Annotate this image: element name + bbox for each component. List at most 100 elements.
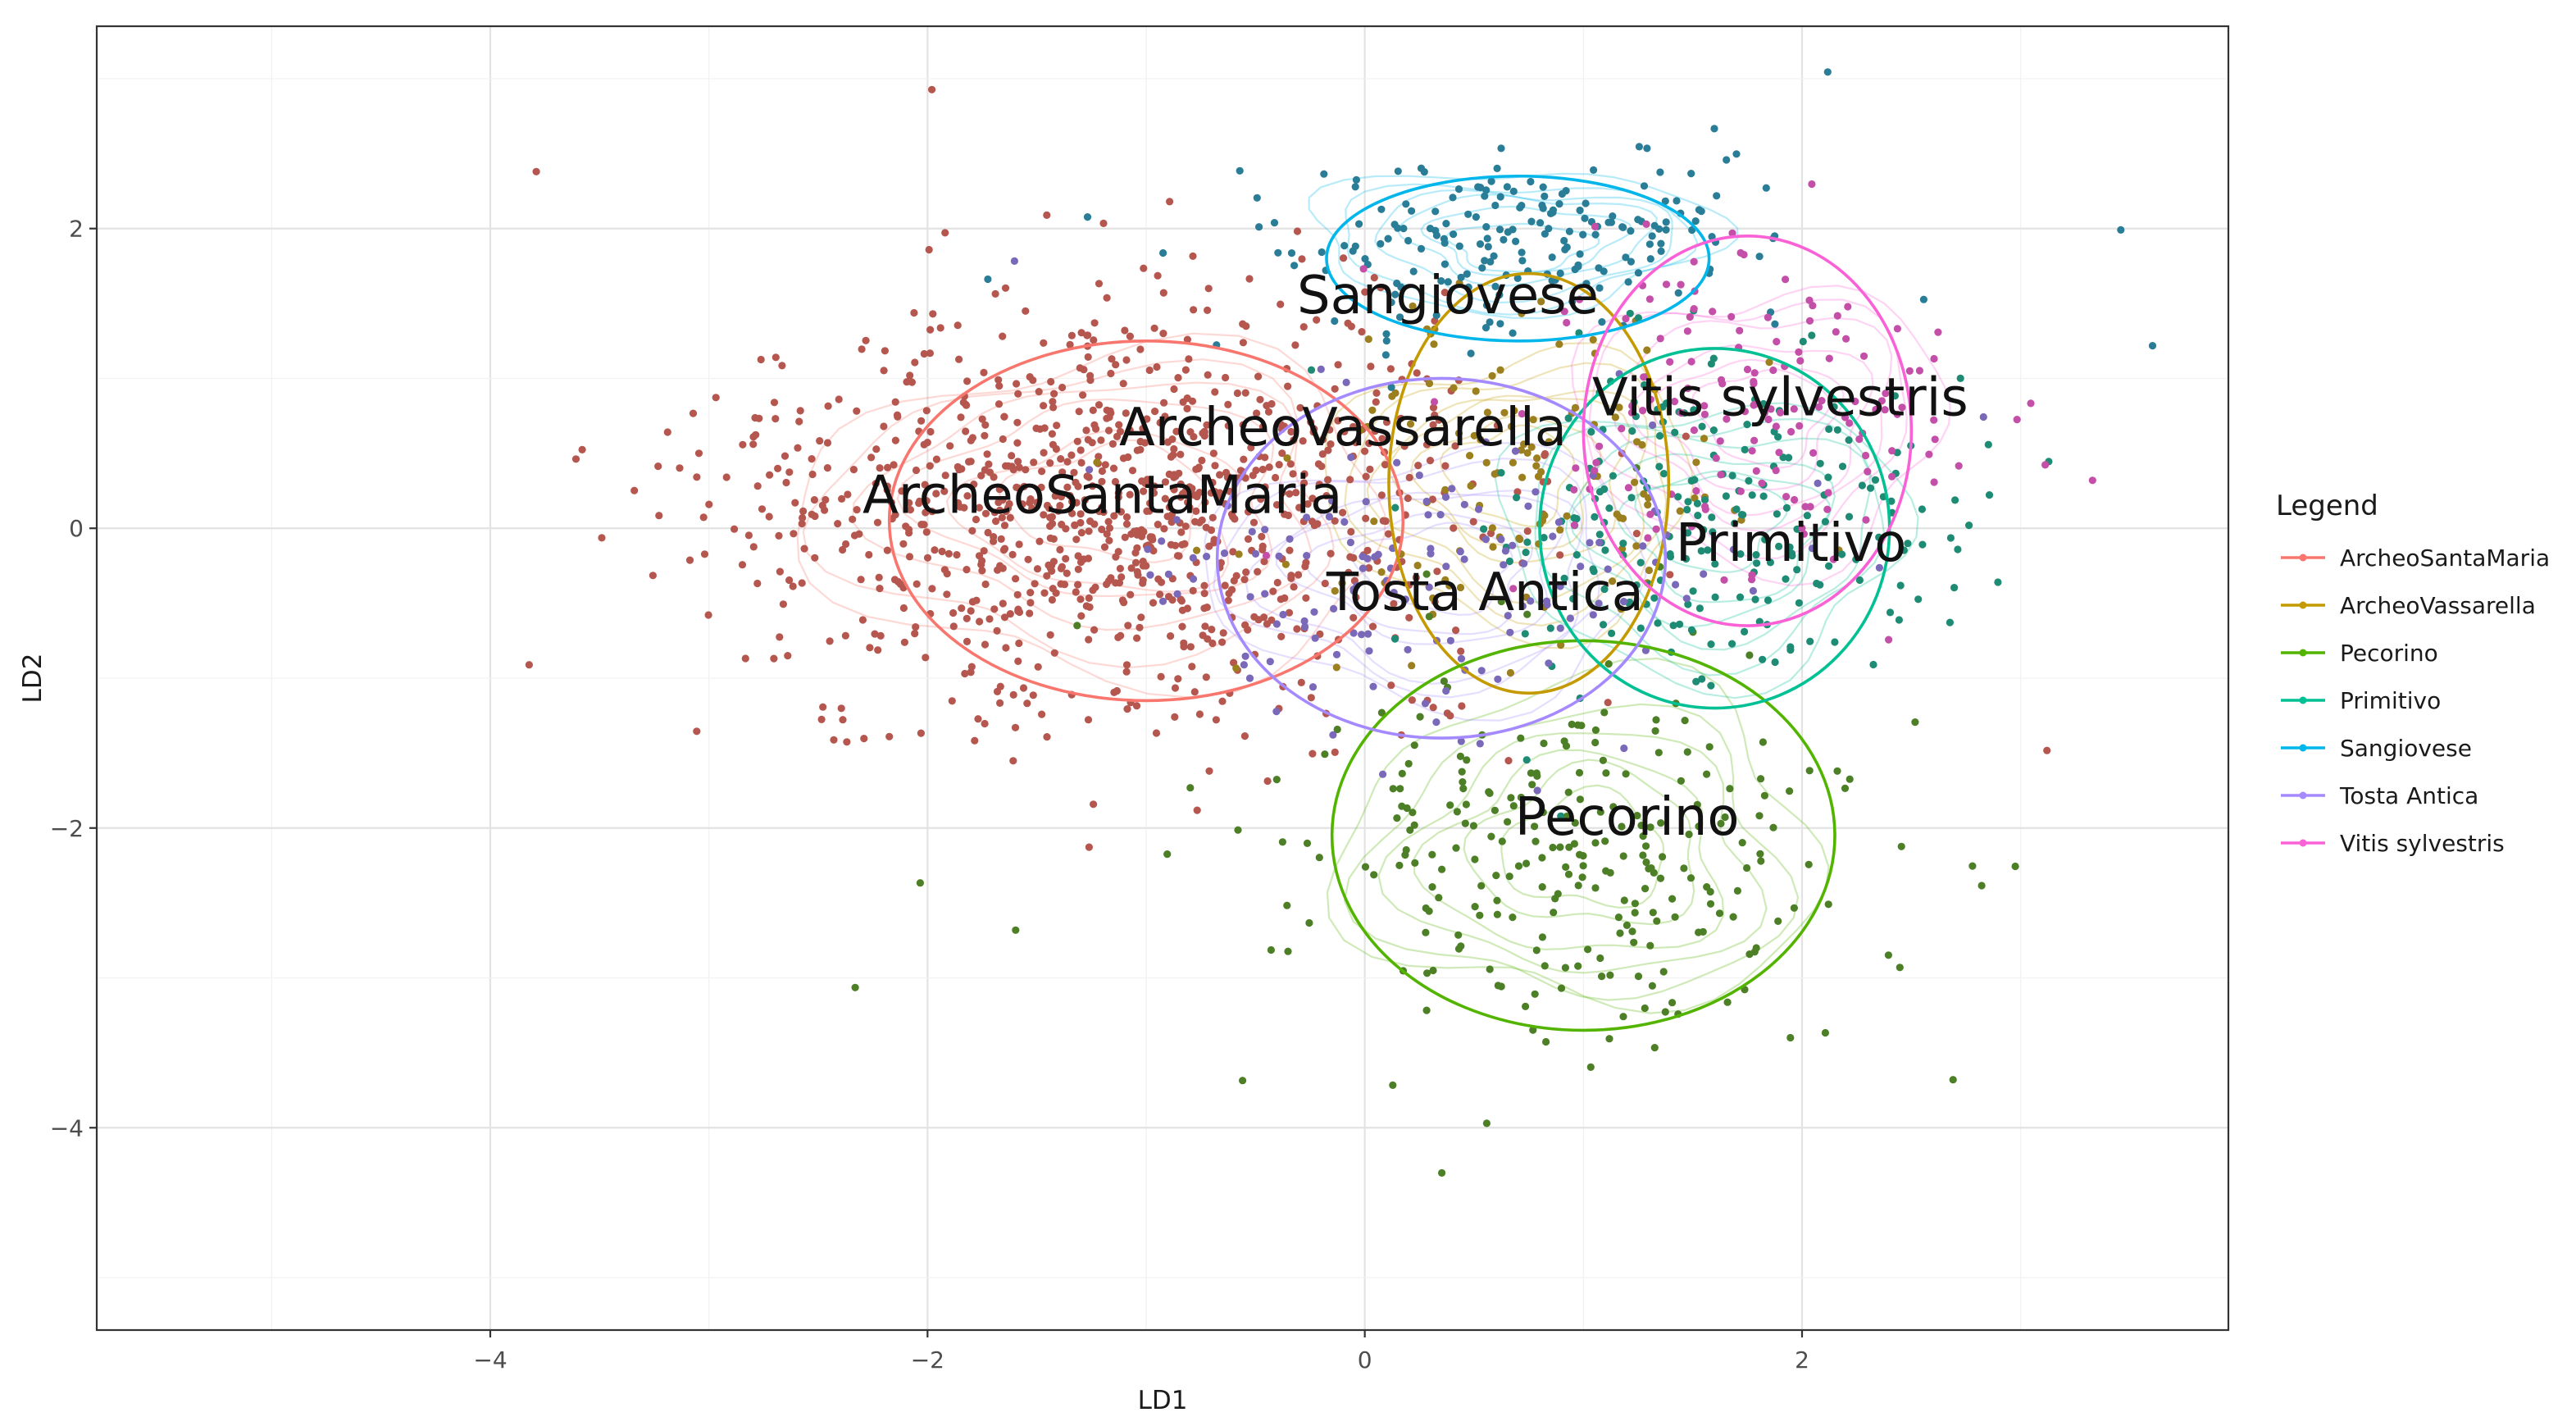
data-point — [1687, 358, 1695, 366]
data-point — [1083, 472, 1091, 481]
data-point — [1072, 499, 1081, 507]
data-point — [1644, 501, 1652, 509]
data-point — [1202, 673, 1210, 681]
data-point — [1218, 638, 1227, 646]
data-point — [790, 530, 798, 538]
data-point — [1591, 726, 1600, 735]
data-point — [1144, 545, 1152, 554]
data-point — [1349, 613, 1358, 622]
data-point — [962, 427, 970, 435]
data-point — [1757, 775, 1765, 783]
data-point — [953, 321, 962, 330]
data-point — [891, 511, 899, 519]
data-point — [1686, 312, 1694, 321]
data-point — [1579, 862, 1587, 870]
data-point — [1456, 548, 1464, 556]
data-point — [1698, 422, 1706, 431]
data-point — [1456, 752, 1464, 761]
data-point — [1697, 547, 1705, 555]
data-point — [1767, 405, 1775, 413]
data-point — [1918, 505, 1926, 513]
data-point — [1914, 595, 1923, 604]
data-point — [1077, 458, 1085, 467]
density-contour — [1377, 732, 1768, 974]
data-point — [1762, 184, 1770, 192]
data-point — [1420, 168, 1428, 176]
data-point — [1695, 604, 1704, 613]
data-point — [1406, 826, 1414, 834]
data-point — [1393, 458, 1401, 467]
data-point — [1205, 767, 1213, 775]
data-point — [1884, 951, 1892, 959]
data-point — [1708, 513, 1716, 522]
data-point — [1126, 590, 1135, 599]
data-point — [2148, 342, 2157, 350]
data-point — [1278, 838, 1286, 846]
data-point — [893, 411, 902, 419]
data-point — [1457, 737, 1465, 745]
data-point — [1062, 554, 1070, 563]
data-point — [1590, 166, 1598, 174]
data-point — [1328, 497, 1336, 505]
data-point — [1122, 667, 1131, 676]
data-point — [1422, 1006, 1431, 1014]
data-point — [1737, 511, 1746, 519]
data-point — [1146, 499, 1154, 508]
data-point — [1352, 593, 1360, 602]
data-point — [1703, 770, 1711, 778]
data-point — [1158, 537, 1166, 545]
data-point — [990, 537, 998, 545]
data-point — [1769, 366, 1777, 375]
data-point — [1268, 399, 1276, 408]
data-point — [1347, 453, 1355, 462]
data-point — [1290, 262, 1299, 270]
data-point — [1084, 353, 1092, 361]
data-point — [1690, 305, 1698, 313]
data-point — [1324, 476, 1332, 484]
data-point — [1189, 252, 1197, 260]
data-point — [993, 687, 1002, 696]
data-point — [1808, 331, 1816, 339]
data-point — [981, 640, 990, 649]
data-point — [1642, 842, 1650, 850]
data-point — [1012, 575, 1020, 583]
data-point — [1632, 581, 1641, 590]
density-contour — [1396, 194, 1658, 287]
data-point — [1591, 839, 1600, 847]
data-point — [1532, 946, 1541, 954]
data-point — [884, 463, 892, 472]
data-point — [1808, 180, 1816, 189]
data-point — [1577, 563, 1585, 571]
data-point — [1563, 812, 1571, 821]
data-point — [911, 630, 919, 638]
data-point — [1574, 261, 1582, 269]
data-point — [1136, 345, 1145, 353]
data-point — [1741, 627, 1749, 636]
data-point — [1208, 513, 1217, 522]
data-point — [1208, 626, 1216, 634]
legend-item-label: Primitivo — [2340, 687, 2441, 714]
data-point — [1717, 471, 1725, 479]
data-point — [995, 485, 1004, 494]
data-point — [1556, 624, 1564, 632]
data-point — [1390, 589, 1398, 597]
data-point — [1785, 453, 1793, 462]
data-point — [1115, 421, 1123, 429]
data-point — [1803, 512, 1811, 520]
data-point — [1347, 322, 1355, 330]
data-point — [1571, 403, 1580, 412]
data-point — [1529, 416, 1537, 424]
data-point — [1402, 845, 1410, 854]
data-point — [1117, 508, 1125, 516]
data-point — [1384, 235, 1392, 243]
data-point — [1022, 307, 1030, 315]
data-point — [1408, 696, 1416, 704]
data-point — [1200, 604, 1208, 613]
data-point — [1438, 865, 1446, 873]
data-point — [1035, 537, 1044, 545]
data-point — [1286, 546, 1294, 554]
data-point — [1052, 589, 1060, 597]
data-point — [1528, 781, 1536, 789]
data-point — [1748, 571, 1756, 579]
data-point — [1450, 524, 1458, 532]
